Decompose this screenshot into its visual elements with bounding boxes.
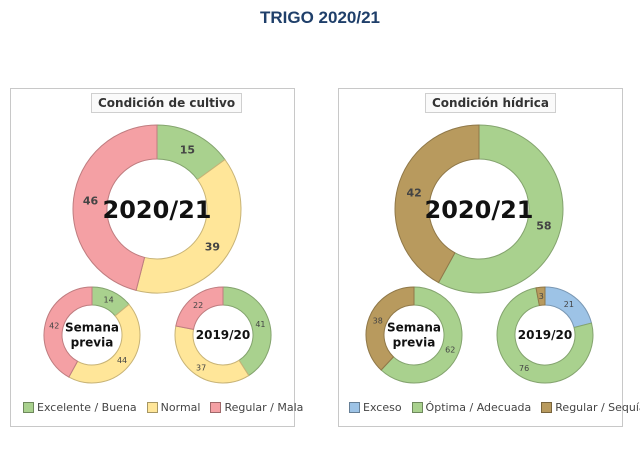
- donut-slice-2020-21-regular-sequia: [394, 124, 480, 284]
- donut-slice-outline: [365, 286, 415, 371]
- water-condition-panel: 58 42 2020/21 62 38 Semana previa 21 76 3 2019/20 …: [338, 88, 640, 427]
- page-title: TRIGO 2020/21: [259, 8, 380, 27]
- donut-slice-2020-21-normal: [135, 158, 242, 294]
- legend-item-normal: Normal: [146, 401, 201, 414]
- donut-center-label: previa: [393, 336, 436, 350]
- donut-slice-semana-previa-regular-sequia: [365, 286, 415, 371]
- legend-swatch: [541, 402, 553, 413]
- legend-swatch: [23, 402, 34, 413]
- donut-slice-2019-20-excelente-buena: [222, 286, 272, 377]
- donut-slice-outline: [72, 124, 158, 291]
- donut-center-label: 2020/21: [103, 196, 212, 224]
- donut-slice-outline: [394, 124, 480, 284]
- donut-value-label: 44: [117, 356, 127, 365]
- legend-item-optima-adecuada: Óptima / Adecuada: [411, 401, 532, 414]
- donut-slice-2020-21-regular-mala: [72, 124, 158, 291]
- donut-value-label: 15: [180, 143, 195, 156]
- donut-value-label: 76: [519, 364, 529, 373]
- donut-slice-semana-previa-regular-mala: [43, 286, 93, 378]
- legend-label: Óptima / Adecuada: [425, 401, 532, 414]
- legend-label: Regular / Mala: [224, 401, 304, 414]
- crop-condition-panel: 15 39 46 2020/21 14 44 42 Semana previa 41 37 22 201…: [10, 88, 303, 427]
- donut-slice-2019-20-optima-adecuada: [496, 287, 594, 384]
- donut-value-label: 46: [83, 195, 99, 208]
- donut-slice-semana-previa-optima-adecuada: [380, 286, 463, 384]
- donut-value-label: 38: [373, 317, 383, 326]
- water-condition-legend: Exceso Óptima / Adecuada Regular / Sequí…: [349, 401, 640, 414]
- donut-slice-2019-20-regular-mala: [175, 286, 224, 330]
- donut-slice-outline: [43, 286, 93, 378]
- donut-value-label: 37: [196, 363, 206, 372]
- legend-swatch: [411, 402, 423, 413]
- donut-value-label: 14: [104, 296, 114, 305]
- donut-value-label: 42: [49, 321, 59, 330]
- legend-label: Normal: [160, 401, 201, 414]
- donut-slice-outline: [380, 286, 463, 384]
- donut-center-label: 2019/20: [196, 328, 250, 342]
- donut-center-label: Semana: [65, 321, 119, 335]
- water-condition-title: Condición hídrica: [425, 93, 556, 113]
- donut-value-label: 42: [406, 186, 421, 199]
- donut-slice-outline: [175, 286, 224, 330]
- legend-label: Excelente / Buena: [37, 401, 137, 414]
- legend-swatch: [349, 402, 360, 413]
- donut-center-label: Semana: [387, 321, 441, 335]
- donut-value-label: 58: [536, 220, 551, 233]
- crop-condition-title: Condición de cultivo: [91, 93, 243, 113]
- donut-value-label: 21: [564, 300, 574, 309]
- donut-value-label: 62: [445, 345, 455, 354]
- donut-center-label: 2020/21: [425, 196, 534, 224]
- legend-item-excelente-buena: Excelente / Buena: [23, 401, 137, 414]
- donut-slice-outline: [535, 286, 546, 307]
- donut-value-label: 39: [205, 241, 220, 254]
- legend-label: Exceso: [363, 401, 402, 414]
- crop-condition-legend: Excelente / Buena Normal Regular / Mala: [23, 401, 303, 414]
- legend-swatch: [210, 402, 222, 413]
- legend-item-exceso: Exceso: [349, 401, 402, 414]
- donut-value-label: 3: [539, 292, 544, 301]
- donut-slice-outline: [437, 124, 564, 294]
- donut-slice-2020-21-optima-adecuada: [437, 124, 564, 294]
- donut-value-label: 22: [193, 301, 203, 310]
- legend-swatch: [146, 402, 158, 413]
- legend-label: Regular / Sequía: [555, 401, 640, 414]
- donut-slice-outline: [135, 158, 242, 294]
- donut-value-label: 41: [255, 320, 265, 329]
- donut-slice-outline: [222, 286, 272, 377]
- donut-center-label: previa: [71, 336, 114, 350]
- legend-item-regular-sequia: Regular / Sequía: [541, 401, 640, 414]
- donut-slice-outline: [496, 287, 594, 384]
- donut-slice-2019-20-regular-sequia: [535, 286, 546, 307]
- donut-center-label: 2019/20: [518, 328, 572, 342]
- legend-item-regular-mala: Regular / Mala: [210, 401, 303, 414]
